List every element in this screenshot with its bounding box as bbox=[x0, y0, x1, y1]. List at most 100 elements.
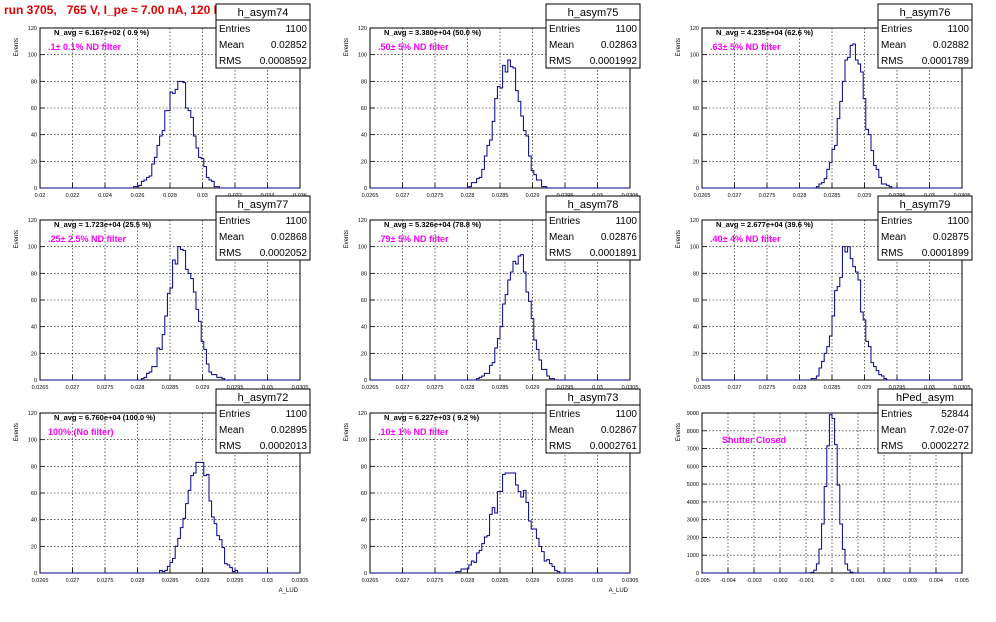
y-tick-label: 120 bbox=[28, 411, 37, 417]
n-avg-label: N_avg = 6.227e+03 ( 9.2 %) bbox=[384, 413, 480, 422]
y-axis-label: Events bbox=[14, 423, 20, 441]
histogram-panel-h_asym79: 0.0265 0.027 0.0275 0.028 0.0285 0.029 0.0295 0… bbox=[676, 195, 973, 401]
stats-key: Entries bbox=[549, 409, 580, 420]
y-tick-label: 120 bbox=[690, 26, 699, 32]
y-tick-label: 100 bbox=[28, 438, 37, 444]
stats-key: RMS bbox=[549, 441, 572, 452]
stats-key: Entries bbox=[881, 24, 912, 35]
x-tick-label: 0.029 bbox=[196, 578, 210, 584]
x-axis-label: A_LUD bbox=[609, 588, 629, 594]
y-tick-label: 120 bbox=[358, 218, 367, 224]
histogram-panel-h_asym78: 0.0265 0.027 0.0275 0.028 0.0285 0.029 0.0295 0… bbox=[344, 195, 641, 401]
x-tick-label: -0.001 bbox=[798, 578, 814, 584]
x-tick-label: 0.0305 bbox=[954, 385, 971, 391]
y-tick-label: 40 bbox=[361, 518, 367, 524]
stats-value: 0.0002761 bbox=[590, 441, 638, 452]
filter-label: .25± 2.5% ND filter bbox=[48, 234, 126, 244]
y-tick-label: 3000 bbox=[687, 518, 699, 524]
stats-value: 0.0001891 bbox=[590, 248, 638, 259]
filter-label: .40± 4% ND filter bbox=[710, 234, 781, 244]
stats-key: Mean bbox=[549, 40, 574, 51]
y-tick-label: 20 bbox=[361, 351, 367, 357]
histogram-panel-h_asym72: 0.0265 0.027 0.0275 0.028 0.0285 0.029 0.0295 0… bbox=[14, 388, 311, 594]
histogram-panel-h_asym75: 0.02650.0270.02750.0280.02850.0290.02950… bbox=[344, 3, 641, 209]
x-tick-label: 0.03 bbox=[592, 385, 603, 391]
x-tick-label: 0.0275 bbox=[759, 385, 776, 391]
stats-value: 0.0002013 bbox=[260, 441, 308, 452]
x-tick-label: 0.028 bbox=[793, 385, 807, 391]
x-tick-label: 0.026 bbox=[131, 193, 145, 199]
y-tick-label: 80 bbox=[693, 271, 699, 277]
stats-box bbox=[877, 404, 973, 454]
y-tick-label: 120 bbox=[690, 218, 699, 224]
stats-key: RMS bbox=[219, 56, 242, 67]
x-tick-label: 0.03 bbox=[592, 578, 603, 584]
stats-key: Mean bbox=[219, 232, 244, 243]
x-tick-label: -0.003 bbox=[746, 578, 762, 584]
y-tick-label: 120 bbox=[358, 26, 367, 32]
x-tick-label: 0.028 bbox=[461, 193, 475, 199]
y-tick-label: 60 bbox=[361, 298, 367, 304]
stats-box bbox=[545, 19, 641, 69]
y-axis-label: Events bbox=[676, 423, 682, 441]
stats-key: Entries bbox=[549, 216, 580, 227]
stats-value: 0.02852 bbox=[271, 40, 308, 51]
stats-key: RMS bbox=[881, 248, 904, 259]
filter-label: .1± 0.1% ND filter bbox=[48, 42, 121, 52]
filter-label: .50± 5% ND filter bbox=[378, 42, 449, 52]
x-tick-label: 0.0295 bbox=[227, 385, 244, 391]
x-tick-label: 0.004 bbox=[929, 578, 943, 584]
x-tick-label: 0.0285 bbox=[492, 385, 509, 391]
stats-value: 1100 bbox=[285, 216, 307, 227]
y-tick-label: 40 bbox=[693, 325, 699, 331]
x-tick-label: 0.029 bbox=[526, 385, 540, 391]
y-tick-label: 20 bbox=[31, 159, 37, 165]
x-tick-label: 0.0305 bbox=[622, 385, 639, 391]
filter-label: .10± 1% ND filter bbox=[378, 427, 449, 437]
y-tick-label: 100 bbox=[28, 245, 37, 251]
stats-value: 0.0001992 bbox=[590, 56, 638, 67]
n-avg-label: N_avg = 5.326e+04 (78.8 %) bbox=[384, 220, 482, 229]
stats-value: 0.02882 bbox=[933, 40, 970, 51]
x-tick-label: 0.0265 bbox=[694, 385, 711, 391]
x-tick-label: 0.027 bbox=[396, 193, 410, 199]
x-tick-label: 0.028 bbox=[461, 385, 475, 391]
y-tick-label: 5000 bbox=[687, 482, 699, 488]
y-tick-label: 8000 bbox=[687, 429, 699, 435]
x-tick-label: 0.005 bbox=[955, 578, 969, 584]
stats-key: Mean bbox=[219, 425, 244, 436]
x-tick-label: 0.0265 bbox=[362, 193, 379, 199]
x-tick-label: -0.004 bbox=[720, 578, 736, 584]
x-tick-label: 0.0305 bbox=[292, 578, 309, 584]
stats-key: RMS bbox=[219, 248, 242, 259]
histogram-panel-h_asym77: 0.0265 0.027 0.0275 0.028 0.0285 0.029 0.0295 0… bbox=[14, 195, 311, 401]
x-tick-label: 0.0285 bbox=[162, 385, 179, 391]
stats-key: RMS bbox=[549, 56, 572, 67]
y-tick-label: 0 bbox=[34, 378, 37, 384]
y-tick-label: 20 bbox=[693, 351, 699, 357]
stats-box bbox=[545, 211, 641, 261]
x-tick-label: 0.0295 bbox=[227, 578, 244, 584]
y-tick-label: 120 bbox=[28, 26, 37, 32]
stats-key: RMS bbox=[549, 248, 572, 259]
histogram-line bbox=[40, 461, 300, 574]
x-tick-label: 0.027 bbox=[66, 385, 80, 391]
x-tick-label: 0.024 bbox=[98, 193, 112, 199]
histogram-panel-h_asym76: 0.02650.0270.02750.0280.02850.0290.02950… bbox=[676, 3, 973, 209]
y-tick-label: 80 bbox=[31, 271, 37, 277]
histogram-line bbox=[370, 472, 630, 574]
histogram-name: h_asym79 bbox=[900, 199, 951, 211]
x-tick-label: 0.0275 bbox=[427, 193, 444, 199]
y-tick-label: 0 bbox=[696, 571, 699, 577]
x-tick-label: 0.027 bbox=[728, 385, 742, 391]
y-tick-label: 0 bbox=[34, 186, 37, 192]
histogram-name: h_asym75 bbox=[568, 7, 619, 19]
stats-value: 0.02875 bbox=[933, 232, 970, 243]
y-tick-label: 40 bbox=[31, 133, 37, 139]
y-axis-label: Events bbox=[344, 230, 350, 248]
x-tick-label: 0.001 bbox=[851, 578, 865, 584]
y-tick-label: 40 bbox=[31, 518, 37, 524]
y-tick-label: 100 bbox=[690, 245, 699, 251]
x-tick-label: 0.03 bbox=[262, 578, 273, 584]
x-tick-label: 0.029 bbox=[196, 385, 210, 391]
